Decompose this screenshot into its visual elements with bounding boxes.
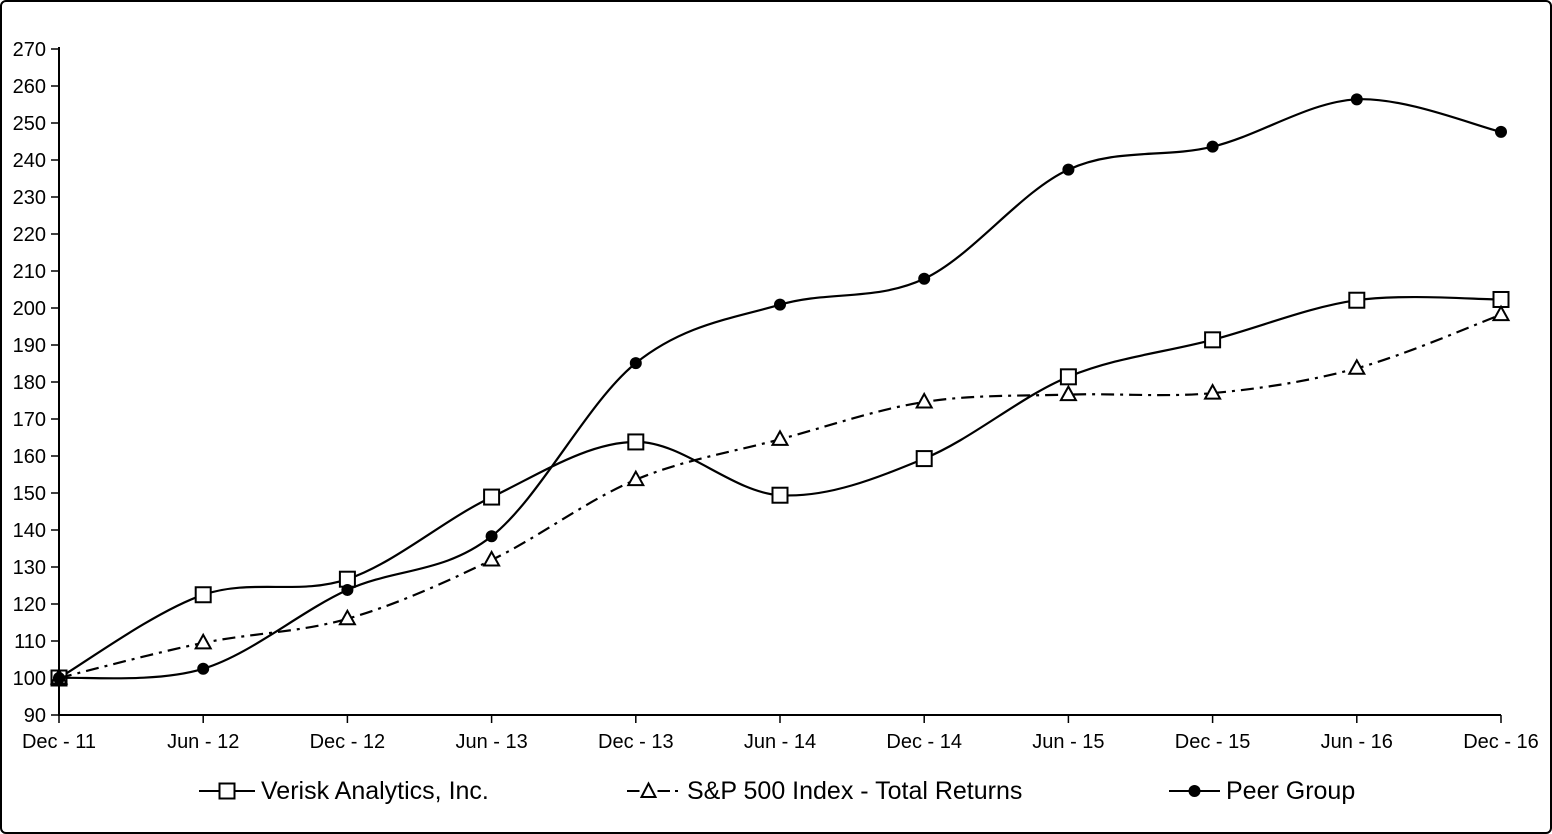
legend-label-sp500: S&P 500 Index - Total Returns [687,777,1023,805]
svg-text:100: 100 [13,668,46,690]
svg-text:Dec - 12: Dec - 12 [310,731,386,753]
svg-text:Dec - 15: Dec - 15 [1175,731,1251,753]
filled-circle-marker-icon [1169,785,1220,797]
legend-label-peer-group: Peer Group [1226,777,1356,805]
svg-text:120: 120 [13,594,46,616]
legend-item-sp500: S&P 500 Index - Total Returns [627,772,1022,810]
svg-text:190: 190 [13,335,46,357]
svg-text:Jun - 13: Jun - 13 [455,731,527,753]
svg-text:230: 230 [13,187,46,209]
svg-text:220: 220 [13,224,46,246]
legend-item-peer-group: Peer Group [1169,772,1355,810]
svg-text:Jun - 14: Jun - 14 [744,731,816,753]
svg-text:270: 270 [13,39,46,61]
svg-text:260: 260 [13,76,46,98]
svg-text:250: 250 [13,113,46,135]
svg-text:Jun - 12: Jun - 12 [167,731,239,753]
svg-text:Dec - 14: Dec - 14 [886,731,962,753]
open-square-marker-icon [199,782,255,800]
svg-text:Dec - 16: Dec - 16 [1463,731,1539,753]
svg-text:180: 180 [13,372,46,394]
svg-text:140: 140 [13,520,46,542]
legend-item-verisk: Verisk Analytics, Inc. [199,772,489,810]
open-triangle-marker-icon [627,781,678,798]
svg-text:110: 110 [14,631,46,653]
svg-text:Dec - 13: Dec - 13 [598,731,674,753]
svg-text:240: 240 [13,150,46,172]
legend-label-verisk: Verisk Analytics, Inc. [261,777,489,805]
svg-text:130: 130 [13,557,46,579]
svg-text:200: 200 [13,298,46,320]
performance-line-chart: 90 100 110 120 130 140 150 160 170 180 190 200 210 22… [13,39,1539,753]
svg-text:90: 90 [24,705,46,727]
svg-text:210: 210 [13,261,46,283]
svg-text:170: 170 [13,409,46,431]
svg-text:Jun - 16: Jun - 16 [1321,731,1393,753]
svg-text:160: 160 [13,446,46,468]
svg-text:150: 150 [13,483,46,505]
chart-legend: Verisk Analytics, Inc. S&P 500 Index - T… [2,772,1552,816]
svg-text:Dec - 11: Dec - 11 [22,731,96,753]
svg-text:Jun - 15: Jun - 15 [1032,731,1104,753]
